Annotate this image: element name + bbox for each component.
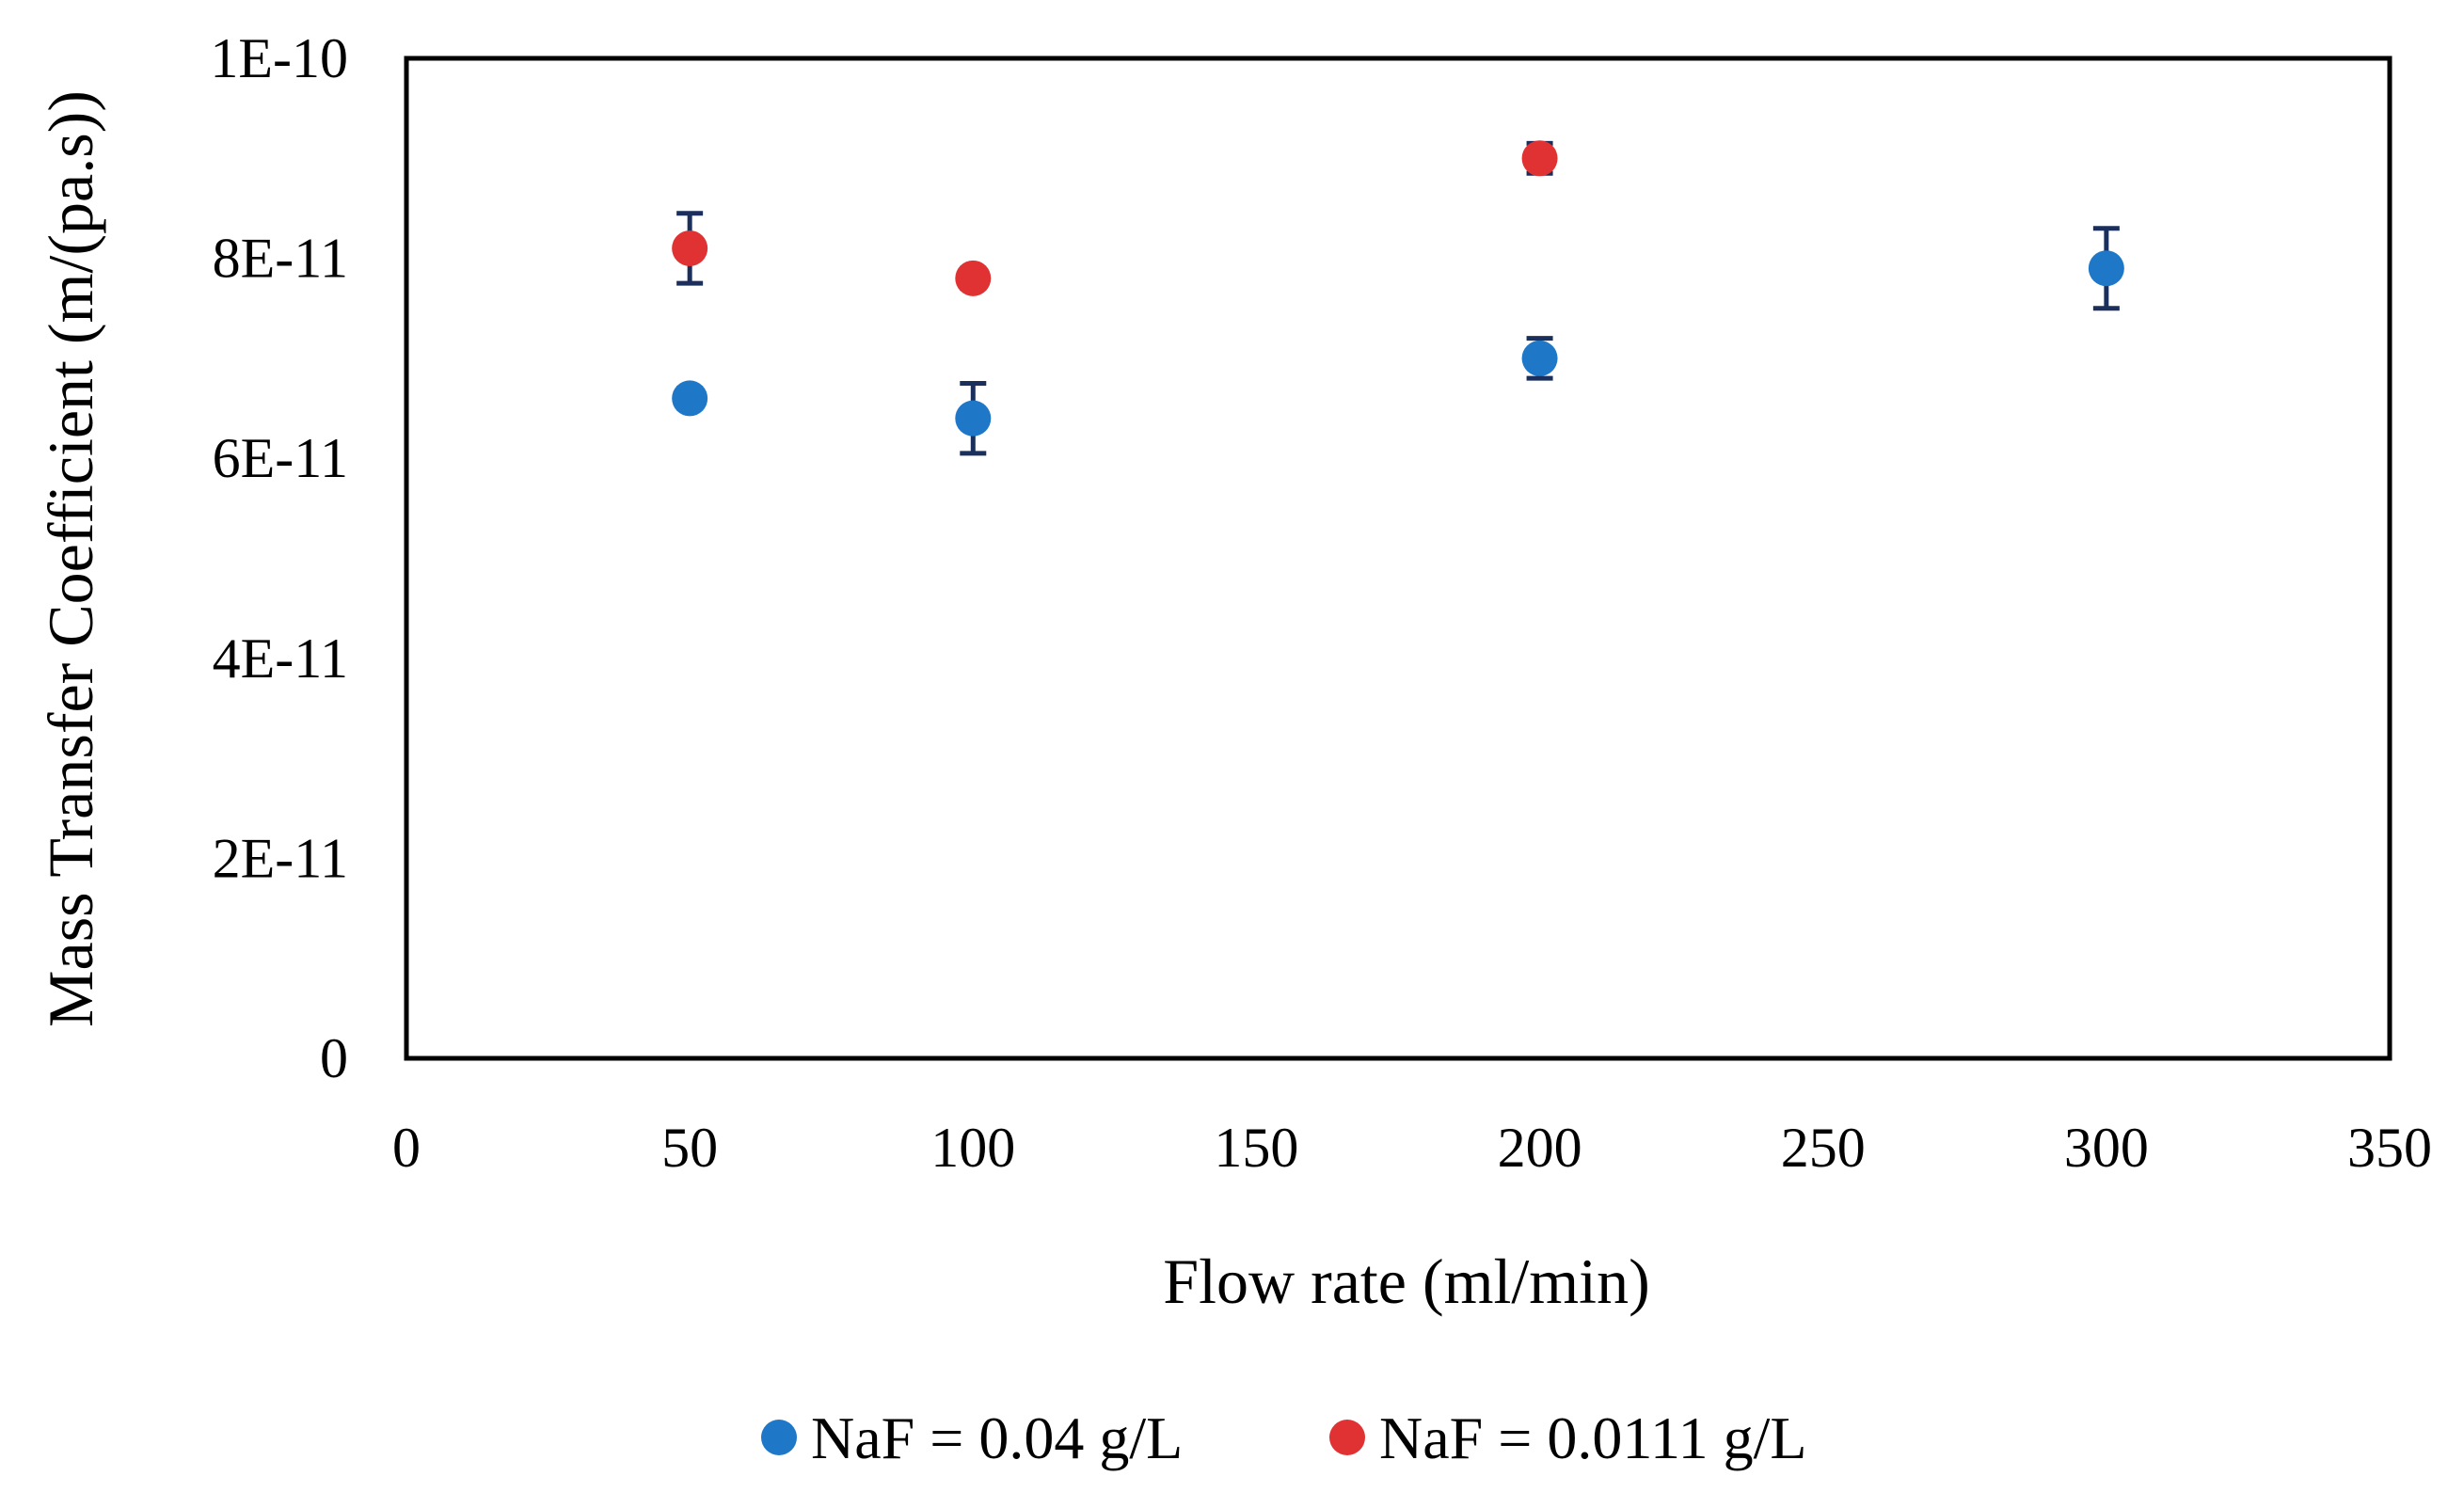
x-tick-label: 150 xyxy=(1214,1117,1298,1179)
legend-marker xyxy=(761,1420,797,1455)
legend-item: NaF = 0.04 g/L xyxy=(761,1405,1183,1471)
data-point-series-2 xyxy=(672,230,708,266)
x-tick-label: 350 xyxy=(2347,1117,2432,1179)
legend: NaF = 0.04 g/L NaF = 0.0111 g/L xyxy=(761,1405,1806,1471)
y-axis-ticks: 0 2E-11 4E-11 6E-11 8E-11 1E-10 xyxy=(210,27,348,1089)
x-tick-label: 200 xyxy=(1498,1117,1582,1179)
data-point-series-1 xyxy=(1521,340,1558,376)
y-tick-label: 2E-11 xyxy=(213,827,348,889)
data-point-series-1 xyxy=(955,400,992,436)
x-tick-label: 250 xyxy=(1781,1117,1866,1179)
y-tick-label: 0 xyxy=(320,1027,348,1089)
legend-label: NaF = 0.0111 g/L xyxy=(1379,1405,1806,1471)
data-point-series-2 xyxy=(955,260,992,296)
y-tick-label: 1E-10 xyxy=(210,27,348,89)
legend-label: NaF = 0.04 g/L xyxy=(811,1405,1183,1471)
data-point-series-1 xyxy=(672,380,708,417)
y-tick-label: 8E-11 xyxy=(213,228,348,290)
legend-item: NaF = 0.0111 g/L xyxy=(1329,1405,1806,1471)
x-axis-ticks: 0 50 100 150 200 250 300 350 xyxy=(392,1117,2432,1179)
plot-area xyxy=(404,56,2392,1061)
data-point-series-2 xyxy=(1521,140,1558,177)
x-tick-label: 50 xyxy=(661,1117,718,1179)
y-tick-label: 6E-11 xyxy=(213,427,348,489)
x-tick-label: 300 xyxy=(2064,1117,2149,1179)
legend-marker xyxy=(1329,1420,1365,1455)
data-point-series-1 xyxy=(2088,250,2124,287)
data-points xyxy=(672,140,2124,436)
x-axis-title: Flow rate (ml/min) xyxy=(1163,1246,1649,1317)
x-tick-label: 100 xyxy=(930,1117,1015,1179)
y-tick-label: 4E-11 xyxy=(213,627,348,690)
y-axis-title: Mass Transfer Coefficient (m/(pa.s)) xyxy=(35,90,106,1027)
x-tick-label: 0 xyxy=(392,1117,421,1179)
